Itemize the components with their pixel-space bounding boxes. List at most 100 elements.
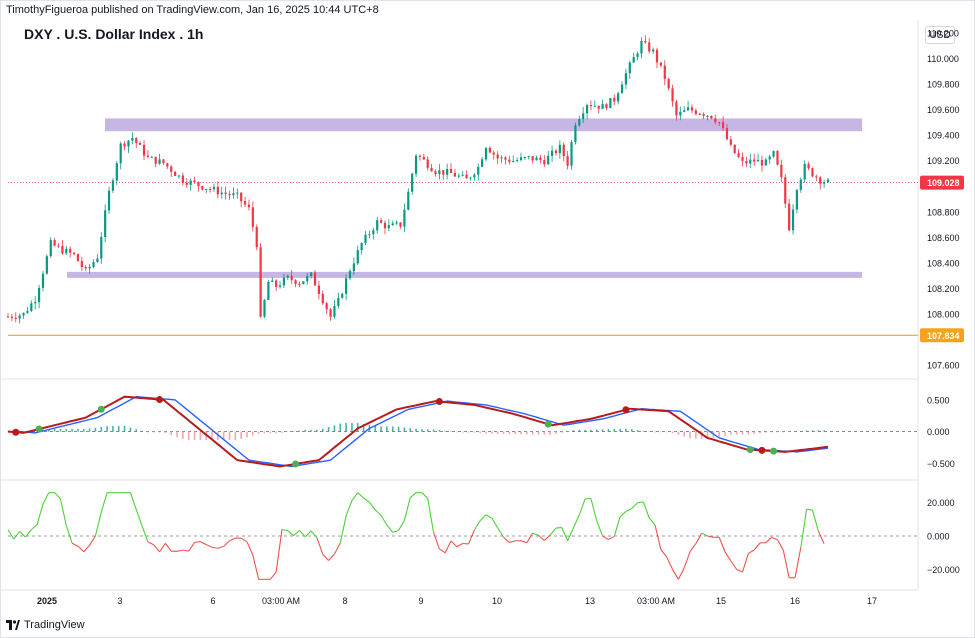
histogram-bar	[187, 431, 190, 441]
osc-segment	[491, 517, 499, 529]
candle-body	[799, 179, 802, 191]
histogram-bar	[333, 425, 336, 432]
candle-body	[504, 157, 507, 160]
osc-segment	[765, 536, 773, 544]
histogram-bar	[438, 429, 441, 432]
candle-body	[321, 293, 324, 304]
osc-segment	[520, 540, 527, 544]
candle-body	[22, 312, 25, 316]
candle-body	[465, 174, 468, 179]
histogram-bar	[112, 425, 114, 432]
symbol-title[interactable]: DXY . U.S. Dollar Index . 1h	[24, 26, 204, 42]
price-tick-label: 109.800	[927, 79, 960, 89]
candle-body	[663, 65, 666, 79]
osc-segment	[19, 530, 26, 538]
candle-body	[84, 267, 87, 269]
candle-body	[49, 240, 52, 257]
candle-body	[224, 192, 227, 194]
osc-segment	[724, 551, 732, 562]
candle-body	[488, 148, 491, 153]
candle-body	[352, 263, 355, 272]
histogram-bar	[170, 431, 173, 436]
candle-body	[418, 155, 422, 157]
candle-body	[142, 144, 146, 156]
osc-segment	[135, 509, 143, 527]
candle-body	[61, 245, 64, 254]
candle-body	[714, 118, 717, 123]
candle-body	[620, 84, 624, 94]
osc-segment	[304, 530, 312, 538]
crossover-dot	[292, 460, 300, 468]
histogram-bar	[77, 429, 79, 432]
support-zone	[67, 271, 862, 278]
currency-button[interactable]: USD	[925, 26, 955, 44]
histogram-bar	[362, 423, 365, 432]
candle-body	[535, 157, 538, 161]
time-tick-label: 10	[492, 596, 502, 606]
histogram-bar	[432, 429, 435, 432]
histogram-bar	[619, 428, 621, 432]
candle-body	[69, 248, 72, 253]
histogram-bar	[164, 431, 167, 434]
histogram-bar	[677, 431, 680, 435]
candle-body	[154, 156, 157, 164]
candle-body	[523, 156, 526, 158]
time-tick-label: 15	[716, 596, 726, 606]
histogram-bar	[747, 431, 750, 435]
histogram-bar	[776, 431, 779, 433]
candle-body	[679, 111, 682, 116]
histogram-bar	[263, 431, 266, 434]
osc-segment	[532, 532, 539, 536]
candle-body	[306, 275, 309, 282]
osc-segment	[159, 543, 166, 553]
candle-body	[240, 192, 243, 202]
osc-segment	[223, 540, 230, 547]
candle-body	[193, 180, 196, 182]
histogram-bar	[595, 429, 598, 432]
tradingview-logo-icon	[6, 620, 20, 630]
histogram-bar	[601, 429, 604, 432]
candle-body	[325, 303, 328, 310]
histogram-bar	[799, 430, 802, 432]
histogram-bar	[415, 428, 417, 432]
time-tick-label: 8	[342, 596, 347, 606]
candle-body	[411, 173, 414, 192]
price-tick-label: 110.000	[927, 54, 959, 64]
candle-body	[609, 98, 612, 109]
osc-segment	[211, 546, 218, 549]
candle-body	[232, 193, 235, 196]
histogram-bar	[578, 429, 581, 432]
candle-body	[282, 277, 286, 286]
histogram-bar	[607, 429, 610, 432]
osc-segment	[736, 568, 743, 573]
osc-segment	[345, 500, 353, 517]
osc-segment	[328, 553, 335, 561]
histogram-bar	[374, 425, 377, 432]
histogram-bar	[805, 430, 808, 432]
osc-segment	[806, 508, 813, 511]
osc-segment	[363, 497, 370, 503]
osc-segment	[526, 532, 534, 543]
candle-body	[492, 152, 495, 155]
histogram-bar	[642, 430, 645, 432]
candle-body	[675, 101, 678, 116]
candle-body	[531, 156, 534, 161]
osc-segment	[427, 498, 435, 533]
candle-body	[508, 159, 511, 162]
histogram-bar	[117, 425, 120, 432]
candle-body	[512, 160, 515, 162]
histogram-bar	[100, 426, 103, 432]
candle-body	[414, 155, 418, 174]
histogram-bar	[304, 429, 307, 432]
histogram-bar	[560, 431, 563, 433]
histogram-bar	[182, 431, 184, 439]
macd-tick-label: −0.500	[927, 459, 955, 469]
candle-body	[624, 73, 628, 85]
osc-segment	[596, 520, 604, 537]
histogram-bar	[485, 431, 487, 434]
osc-segment	[654, 525, 662, 550]
osc-segment	[275, 529, 283, 573]
osc-segment	[403, 497, 411, 521]
candle-body	[146, 155, 150, 157]
